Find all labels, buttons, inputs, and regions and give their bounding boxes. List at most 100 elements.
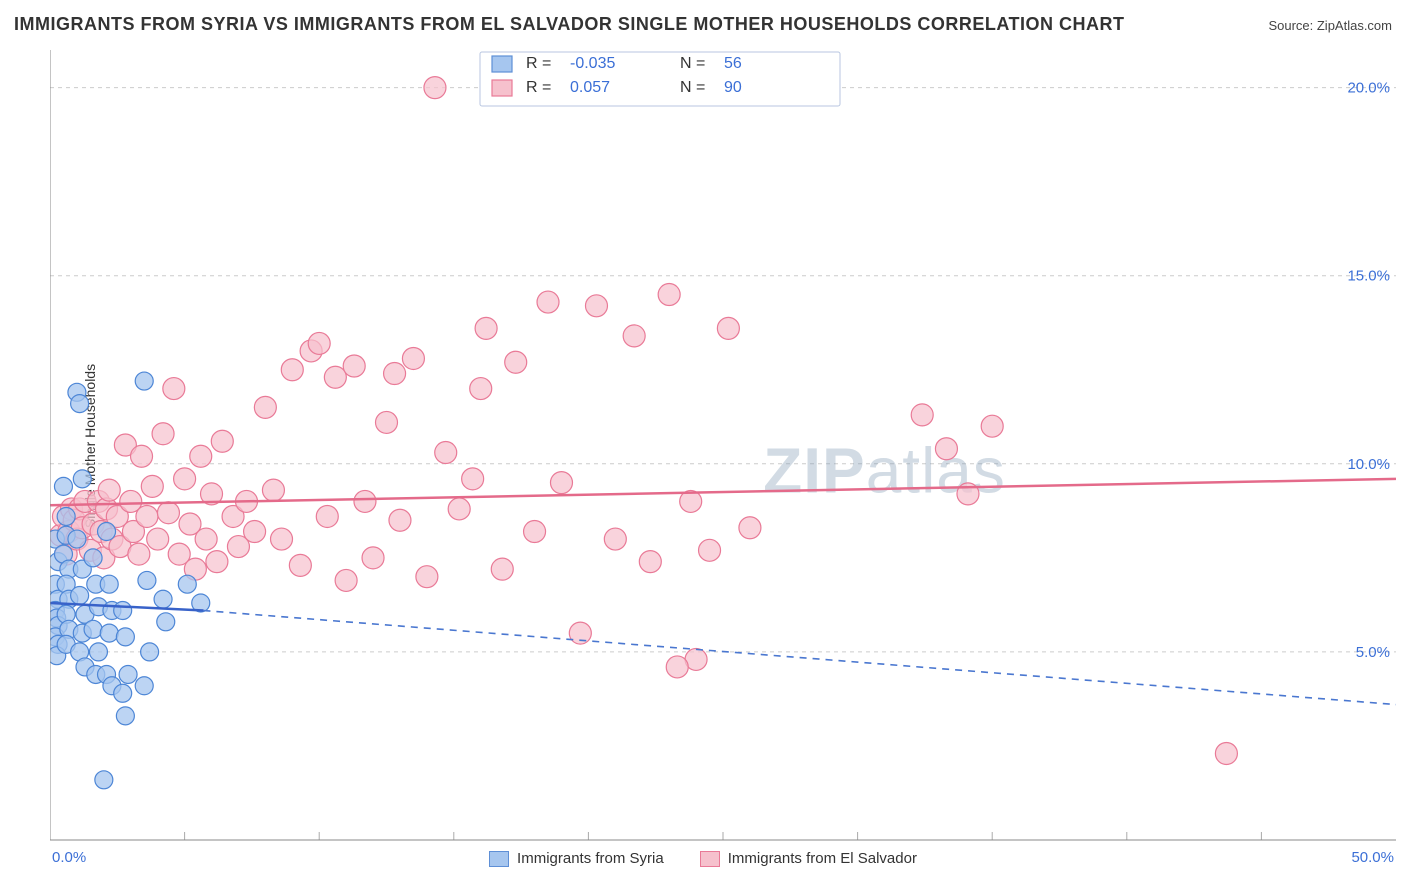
blue-point xyxy=(95,771,113,789)
blue-point xyxy=(116,707,134,725)
pink-point xyxy=(448,498,470,520)
pink-point xyxy=(206,551,228,573)
legend-label-syria: Immigrants from Syria xyxy=(517,850,664,867)
pink-point xyxy=(335,569,357,591)
pink-point xyxy=(131,445,153,467)
legend-swatch xyxy=(492,80,512,96)
blue-point xyxy=(73,470,91,488)
blue-point xyxy=(57,507,75,525)
pink-point xyxy=(262,479,284,501)
pink-point xyxy=(141,475,163,497)
pink-point xyxy=(157,502,179,524)
pink-point xyxy=(537,291,559,313)
legend-swatch-blue xyxy=(489,851,509,867)
legend-swatch xyxy=(492,56,512,72)
pink-point xyxy=(505,351,527,373)
pink-point xyxy=(435,442,457,464)
blue-point xyxy=(100,575,118,593)
pink-point xyxy=(524,521,546,543)
pink-point xyxy=(1215,742,1237,764)
pink-point xyxy=(402,347,424,369)
blue-point xyxy=(154,590,172,608)
legend-item-elsalvador: Immigrants from El Salvador xyxy=(700,850,917,867)
pink-point xyxy=(152,423,174,445)
blue-point xyxy=(71,586,89,604)
bottom-legend: Immigrants from Syria Immigrants from El… xyxy=(0,850,1406,867)
blue-point xyxy=(54,477,72,495)
legend-item-syria: Immigrants from Syria xyxy=(489,850,664,867)
pink-point xyxy=(470,378,492,400)
pink-point xyxy=(271,528,293,550)
pink-point xyxy=(639,551,661,573)
blue-point xyxy=(84,549,102,567)
blue-point xyxy=(178,575,196,593)
pink-point xyxy=(376,411,398,433)
y-tick-label: 5.0% xyxy=(1356,644,1390,661)
legend-r-value: -0.035 xyxy=(570,55,615,72)
trend-line-blue-dash xyxy=(203,611,1396,705)
y-tick-label: 15.0% xyxy=(1347,268,1390,285)
chart-title: IMMIGRANTS FROM SYRIA VS IMMIGRANTS FROM… xyxy=(14,14,1125,35)
pink-point xyxy=(604,528,626,550)
pink-point xyxy=(254,396,276,418)
source-link[interactable]: ZipAtlas.com xyxy=(1317,18,1392,33)
pink-point xyxy=(98,479,120,501)
blue-point xyxy=(68,530,86,548)
blue-point xyxy=(100,624,118,642)
pink-point xyxy=(416,566,438,588)
pink-point xyxy=(384,363,406,385)
pink-point xyxy=(424,77,446,99)
blue-point xyxy=(157,613,175,631)
blue-point xyxy=(84,620,102,638)
blue-point xyxy=(71,395,89,413)
source-credit: Source: ZipAtlas.com xyxy=(1268,18,1392,33)
legend-r-label: R = xyxy=(526,79,551,96)
pink-point xyxy=(316,505,338,527)
pink-point xyxy=(491,558,513,580)
legend-n-label: N = xyxy=(680,55,705,72)
blue-point xyxy=(135,372,153,390)
blue-point xyxy=(116,628,134,646)
legend-n-value: 90 xyxy=(724,79,742,96)
legend-n-label: N = xyxy=(680,79,705,96)
y-tick-label: 20.0% xyxy=(1347,80,1390,97)
pink-point xyxy=(462,468,484,490)
legend-swatch-pink xyxy=(700,851,720,867)
pink-point xyxy=(289,554,311,576)
pink-point xyxy=(190,445,212,467)
pink-point xyxy=(550,472,572,494)
pink-point xyxy=(308,332,330,354)
pink-point xyxy=(389,509,411,531)
pink-point xyxy=(666,656,688,678)
pink-point xyxy=(343,355,365,377)
pink-point xyxy=(935,438,957,460)
pink-point xyxy=(362,547,384,569)
scatter-plot: ZIPatlas5.0%10.0%15.0%20.0%0.0%50.0%R =-… xyxy=(50,50,1396,840)
blue-point xyxy=(141,643,159,661)
y-tick-label: 10.0% xyxy=(1347,456,1390,473)
pink-point xyxy=(195,528,217,550)
legend-label-elsalvador: Immigrants from El Salvador xyxy=(728,850,917,867)
pink-point xyxy=(354,490,376,512)
pink-point xyxy=(717,317,739,339)
blue-point xyxy=(114,602,132,620)
pink-point xyxy=(699,539,721,561)
plot-svg: ZIPatlas5.0%10.0%15.0%20.0%0.0%50.0%R =-… xyxy=(50,50,1396,880)
legend-r-value: 0.057 xyxy=(570,79,610,96)
blue-point xyxy=(89,643,107,661)
pink-point xyxy=(163,378,185,400)
pink-point xyxy=(128,543,150,565)
pink-point xyxy=(136,505,158,527)
pink-point xyxy=(739,517,761,539)
pink-point xyxy=(174,468,196,490)
blue-point xyxy=(114,684,132,702)
pink-point xyxy=(244,521,266,543)
pink-point xyxy=(981,415,1003,437)
pink-point xyxy=(623,325,645,347)
blue-point xyxy=(119,665,137,683)
pink-point xyxy=(211,430,233,452)
pink-point xyxy=(911,404,933,426)
pink-point xyxy=(324,366,346,388)
pink-point xyxy=(658,284,680,306)
pink-point xyxy=(147,528,169,550)
